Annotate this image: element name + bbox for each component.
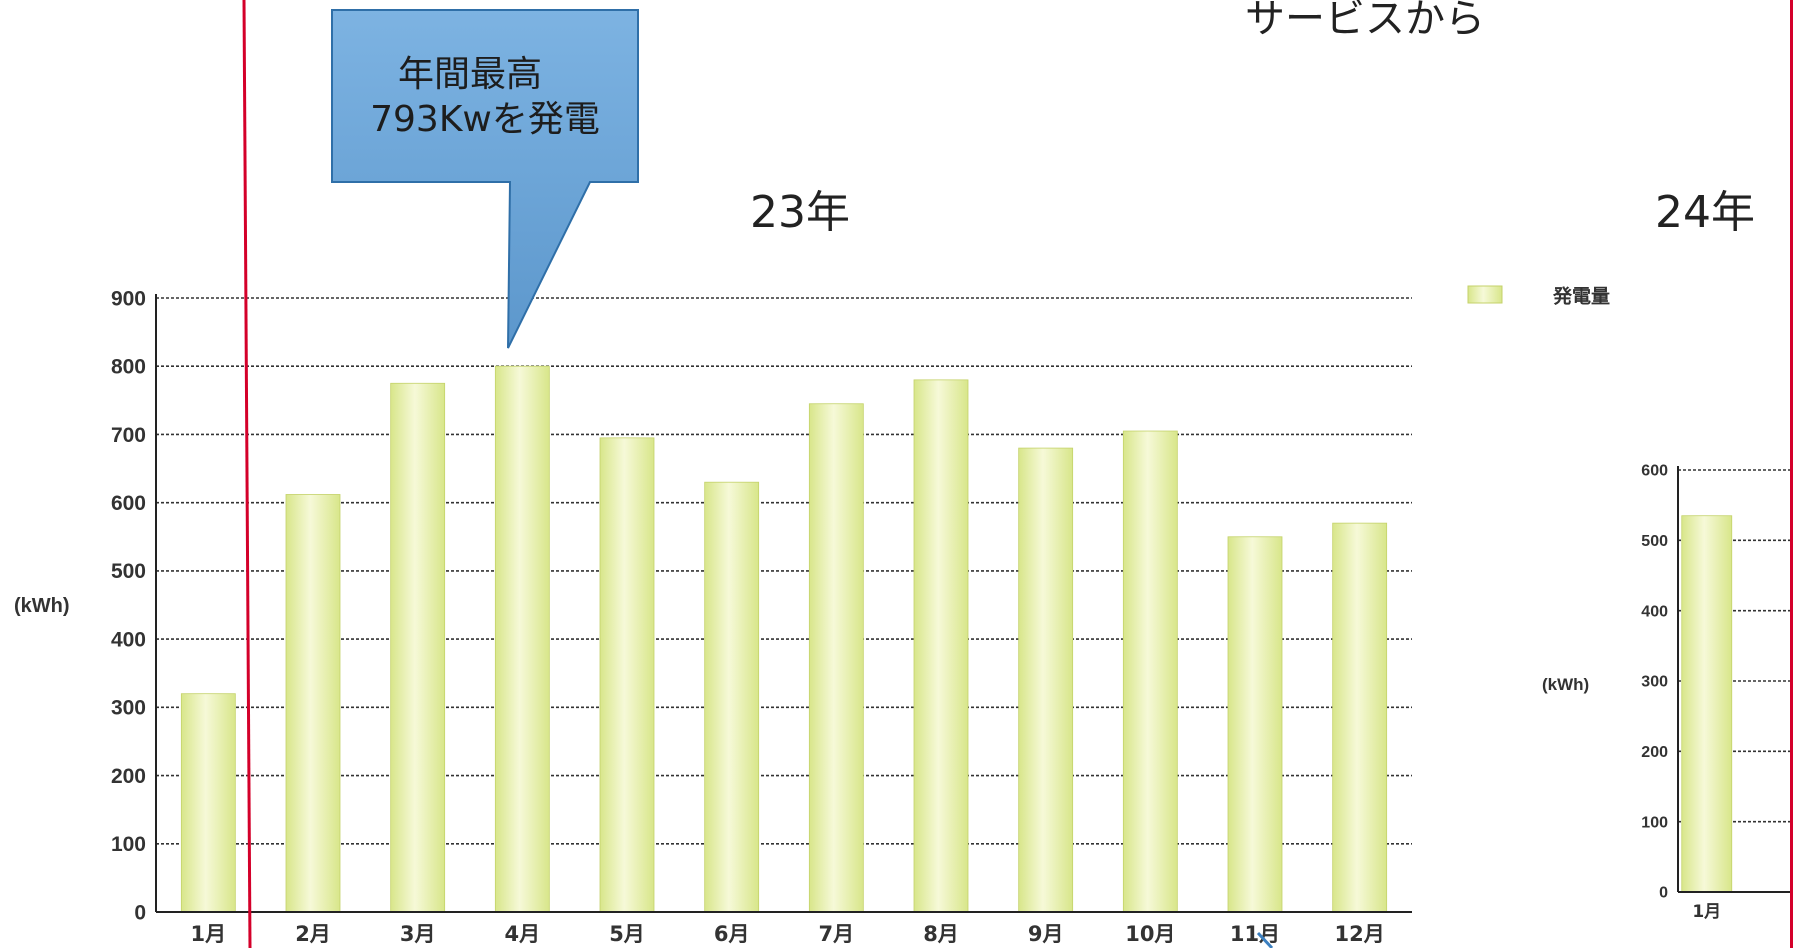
chart1-y-tick-label: 400 — [111, 628, 146, 651]
chart1-bar — [1018, 447, 1074, 913]
chart1-y-tick-label: 700 — [111, 424, 146, 447]
chart1-bar — [390, 382, 446, 913]
chart1-bars — [180, 365, 1388, 913]
chart1-x-tick-label: 1月 — [191, 922, 227, 946]
chart1-y-tick-label: 600 — [111, 492, 146, 515]
chart2-y-tick-label: 400 — [1641, 603, 1668, 620]
legend-label: 発電量 — [1552, 285, 1610, 308]
chart2-title: 24年 — [1655, 187, 1755, 238]
chart1-gridlines — [156, 297, 1412, 845]
chart2-y-tick-label: 600 — [1641, 463, 1668, 480]
callout-line1: 年間最高 — [398, 54, 542, 95]
header-text: サービスから — [1245, 0, 1485, 42]
chart1-bar — [494, 365, 550, 913]
chart1-ylabel: (kWh) — [14, 595, 70, 617]
chart2-y-tick-label: 0 — [1659, 885, 1668, 902]
chart1-x-tick-label: 11月 — [1230, 922, 1280, 946]
chart2-ylabel: (kWh) — [1542, 675, 1589, 694]
chart1-y-tick-label: 0 — [134, 901, 146, 924]
chart1-bar — [808, 403, 864, 913]
chart2-x-tick-label: 1月 — [1692, 902, 1721, 922]
chart1-axes — [155, 294, 1412, 913]
chart1-x-tick-label: 5月 — [609, 922, 645, 946]
chart2-bar — [1681, 515, 1733, 893]
callout-shape — [331, 9, 639, 349]
chart1-y-tick-label: 300 — [111, 697, 146, 720]
chart1-y-tick-label: 100 — [111, 833, 146, 856]
chart1-bar — [285, 494, 341, 913]
red-divider-line — [242, 0, 252, 948]
callout: 年間最高 793Kwを発電 — [331, 9, 639, 349]
chart2-y-tick-label: 200 — [1641, 744, 1668, 761]
chart2-y-tick-label: 100 — [1641, 814, 1668, 831]
chart1-x-tick-label: 2月 — [295, 922, 331, 946]
chart1-title: 23年 — [750, 187, 850, 238]
chart1-y-tick-labels: 0 100 200 300 400 500 600 700 800 900 — [111, 287, 146, 924]
chart2-axes — [1677, 466, 1793, 893]
chart2-x-tick-labels: 1月 — [1692, 902, 1721, 922]
chart2-bars — [1681, 515, 1733, 893]
chart1-y-tick-label: 900 — [111, 287, 146, 310]
chart2-y-tick-label: 500 — [1641, 533, 1668, 550]
chart2-y-tick-labels: 0 100 200 300 400 500 600 — [1641, 463, 1668, 902]
chart2-y-tick-label: 300 — [1641, 674, 1668, 691]
chart1-x-tick-label: 12月 — [1335, 922, 1385, 946]
chart1-x-tick-label: 8月 — [923, 922, 959, 946]
chart1-bar — [599, 437, 655, 913]
chart1-y-tick-label: 500 — [111, 560, 146, 583]
chart1-x-tick-labels: 1月 2月 3月 4月 5月 6月 7月 8月 9月 10月 11月 12月 — [191, 922, 1385, 946]
chart1-bar — [1227, 536, 1283, 913]
chart1-x-tick-label: 6月 — [714, 922, 750, 946]
chart1-x-tick-label: 4月 — [505, 922, 541, 946]
chart1-x-tick-label: 9月 — [1028, 922, 1064, 946]
chart1-bar — [913, 379, 969, 913]
chart1-x-tick-label: 7月 — [819, 922, 855, 946]
chart1-bar — [704, 481, 760, 913]
chart2-gridlines — [1678, 469, 1793, 823]
chart1-bar — [1332, 522, 1388, 913]
chart1-bar — [1122, 430, 1178, 913]
chart1-x-tick-label: 10月 — [1125, 922, 1175, 946]
legend-swatch — [1467, 285, 1503, 304]
chart1-x-tick-label: 3月 — [400, 922, 436, 946]
legend: 発電量 — [1467, 285, 1610, 308]
callout-line2: 793Kwを発電 — [370, 99, 600, 140]
chart1-y-tick-label: 200 — [111, 765, 146, 788]
chart1-bar — [180, 693, 236, 913]
chart1-y-tick-label: 800 — [111, 356, 146, 379]
arrow-tip — [1256, 931, 1274, 948]
